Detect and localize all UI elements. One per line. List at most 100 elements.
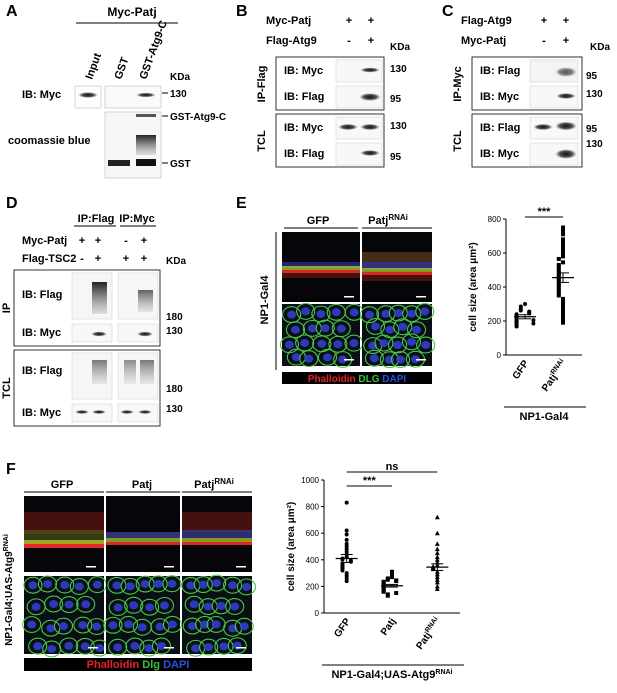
column-header-text: Patj [194,479,214,491]
panel-letter: B [236,3,248,20]
nucleus [239,622,249,631]
blot-group-frame [471,113,583,168]
column-header-sup: RNAi [388,213,408,222]
nucleus [189,600,199,609]
nucleus [300,338,310,347]
nucleus [317,339,327,348]
scatter-chart: 0 200 400 600 800 1000 cell size (area μm²) GFP… [286,461,464,681]
nucleus [153,579,163,588]
cell-outline [162,615,183,633]
band [136,159,156,166]
sign: - [80,253,84,265]
legend-dlg: DLG [358,374,379,385]
data-point [561,232,565,237]
nucleus [113,603,123,612]
cell-outline [76,595,96,613]
data-point [556,265,561,270]
y-tick-label: 0 [497,351,502,360]
nucleus [322,353,332,362]
nucleus [27,620,37,629]
band [92,410,106,414]
data-point [344,579,349,584]
panel-f: F GFP Patj PatjRNAi NP1-Gal4;UAS-Atg9RNA… [3,461,257,671]
blot-strip [529,85,579,109]
nucleus [407,309,417,318]
legend-phalloidin: Phalloidin [87,659,140,671]
nucleus [129,601,139,610]
y-tick-label: 600 [488,249,502,258]
nucleus [301,307,311,316]
nucleus [336,324,346,333]
data-point [394,591,399,596]
cell-outline [374,334,394,352]
sign: + [79,235,85,247]
nucleus [307,324,317,333]
data-point [434,577,440,582]
cell-outline [415,303,435,320]
nucleus [230,602,240,611]
nucleus [42,579,52,588]
band [138,290,153,312]
panel-letter: A [6,3,18,20]
data-point [561,260,565,265]
y-tick-label: 800 [488,215,502,224]
sign: + [95,235,101,247]
nucleus [130,642,140,651]
data-point [381,589,386,594]
stain-legend: Phalloidin DLG DAPI [308,374,407,385]
condition-label: Flag-Atg9 [461,15,512,27]
cell-outline [55,576,75,594]
kda-label: KDa [170,72,190,83]
nucleus [407,337,417,346]
data-point [340,568,345,573]
mw-label: 130 [166,404,183,415]
nucleus [331,308,341,317]
panel-b: B Myc-Patj + + Flag-Atg9 - + KDa IP-Flag… [236,3,410,168]
group-side-label: IP-Flag [256,66,268,103]
condition-label: Flag-TSC2 [22,253,76,265]
mw-label: 130 [170,89,187,100]
ip-header: IP:Myc [119,213,154,225]
nucleus [338,355,348,364]
cell-outline [103,616,123,634]
data-point [556,285,561,290]
band [360,150,380,156]
nucleus [167,579,177,588]
data-point [561,303,565,308]
data-point [561,307,565,312]
band [92,360,107,384]
blot-strip [529,142,579,166]
cell-outline [184,595,204,613]
sign: - [124,235,128,247]
cell-outline [211,597,231,615]
nucleus [216,601,226,610]
x-tick-label: GFP [511,358,532,381]
x-tick-label: Patj [379,616,399,638]
cell-outline [285,321,306,339]
micrograph-section [362,232,432,302]
cell-outline [364,349,384,367]
data-point [561,247,565,252]
nucleus [113,643,123,652]
data-point [514,324,519,329]
nucleus [291,353,301,362]
nucleus [145,603,155,612]
data-point [561,237,565,242]
nucleus [381,309,391,318]
sign: + [563,35,569,47]
band [92,282,107,314]
cell-outline [125,637,145,655]
data-point [518,308,523,313]
band [75,410,89,414]
x-tick-label-text: GFP [332,616,353,639]
blot-group-frame [13,349,161,427]
x-tick-label-sup: RNAi [424,616,440,634]
data-point [561,317,565,322]
cell-outline [120,577,140,595]
data-point [561,228,565,233]
nucleus [287,310,297,319]
blot-label: IB: Myc [480,91,519,103]
scale-bar [88,647,98,649]
cell-outline [207,574,227,592]
data-point [561,225,565,230]
